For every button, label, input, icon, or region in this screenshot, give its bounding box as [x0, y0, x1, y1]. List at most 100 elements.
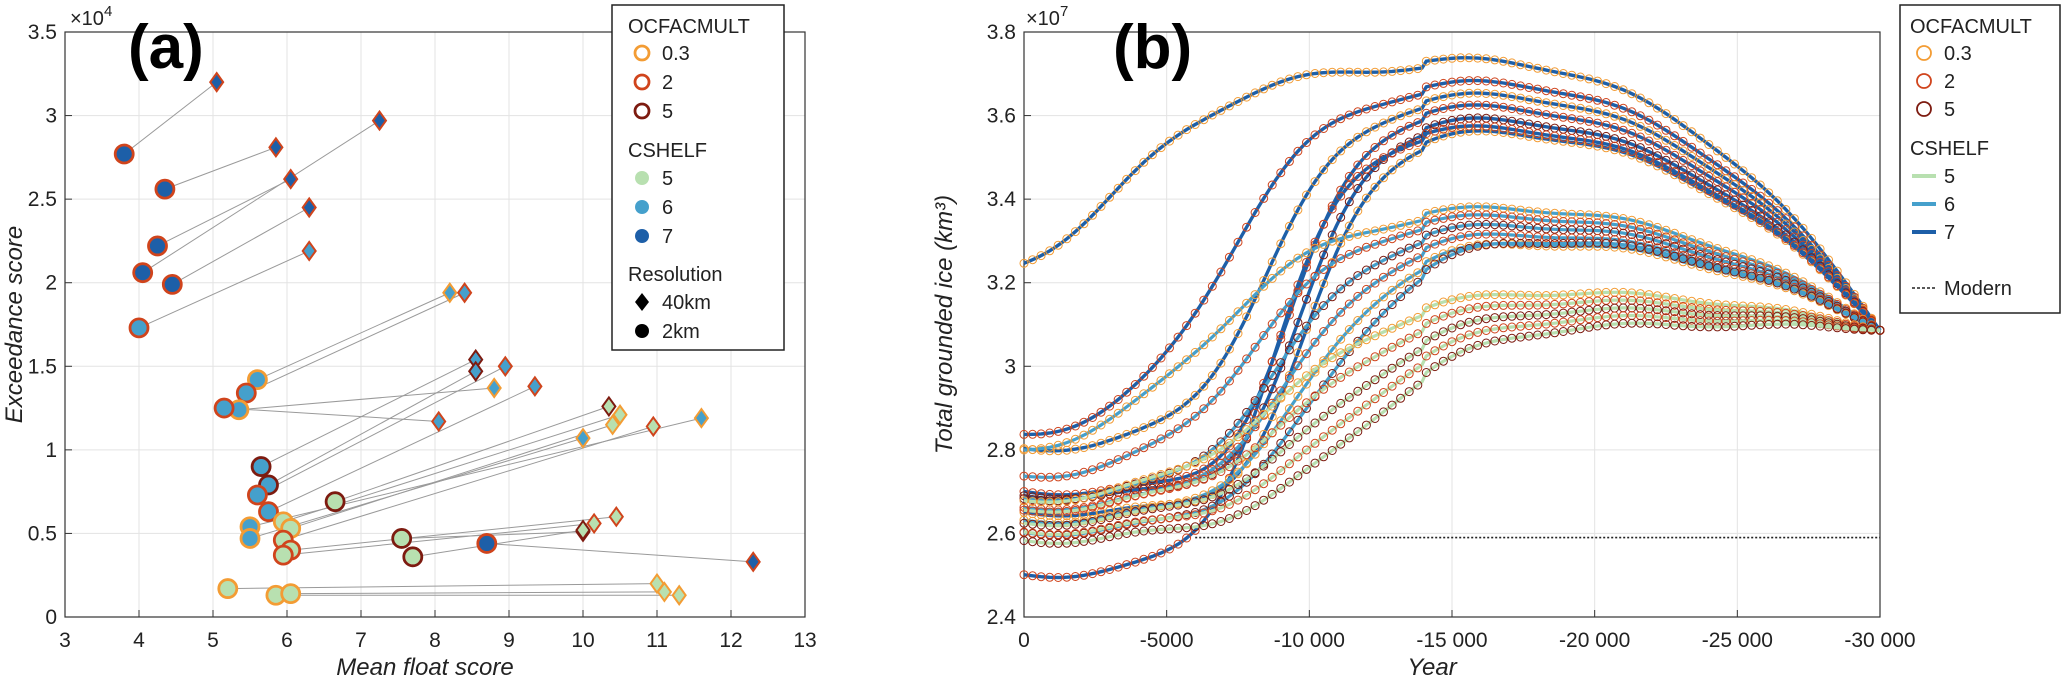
x-tick-label: -5000 — [1140, 629, 1194, 652]
series-marker — [1430, 362, 1440, 372]
series-marker — [1447, 337, 1457, 347]
series-marker — [1199, 381, 1209, 391]
series-marker — [1550, 131, 1560, 141]
series-marker — [1293, 318, 1303, 327]
series-marker — [1687, 309, 1697, 319]
y-tick-label: 0.5 — [28, 522, 57, 545]
series-marker — [1242, 474, 1252, 484]
series-marker — [1276, 447, 1286, 457]
series-marker — [1293, 391, 1303, 401]
series-marker — [1207, 449, 1217, 459]
series-marker — [1259, 331, 1269, 340]
marker-40km-diamond — [268, 136, 284, 159]
series-marker — [1456, 293, 1466, 303]
legend-cshelf-label: 7 — [662, 226, 673, 248]
series-marker — [1789, 240, 1799, 250]
series-marker — [1293, 378, 1303, 388]
series-marker — [1695, 297, 1705, 307]
series-marker — [1327, 155, 1337, 165]
series-marker — [1113, 530, 1123, 540]
series-marker — [1644, 153, 1654, 163]
series-line — [1023, 91, 1882, 453]
series-marker — [1550, 328, 1560, 338]
series-marker — [1079, 536, 1089, 546]
series-marker — [1045, 529, 1055, 539]
series-marker — [1678, 301, 1688, 311]
line-plot-svg: 0 -5000 -10 000 -15 000 -20 000 -25 000 -30 00… — [931, 3, 2061, 677]
y-tick-label: 2.8 — [987, 439, 1016, 462]
series-marker — [1130, 380, 1140, 389]
series-marker — [1456, 347, 1466, 357]
series-marker — [1652, 236, 1662, 246]
series-marker — [1490, 122, 1500, 132]
series-marker — [1430, 80, 1440, 90]
series-marker — [1730, 321, 1739, 331]
series-marker — [1336, 348, 1346, 358]
series-marker — [1498, 300, 1508, 310]
series-marker — [1284, 385, 1294, 395]
series-marker — [1130, 395, 1140, 405]
series-marker — [1199, 115, 1209, 125]
series-marker — [1276, 77, 1286, 87]
series-marker — [1490, 324, 1500, 334]
series-marker — [1533, 291, 1543, 300]
legend-ocfac-marker — [1916, 73, 1932, 89]
series-marker — [1815, 264, 1825, 273]
series-marker — [1533, 239, 1543, 248]
series-marker — [1242, 407, 1252, 417]
series-marker — [1302, 321, 1311, 331]
y-tick-label: 3.8 — [987, 21, 1016, 44]
series-marker — [1302, 190, 1311, 200]
series-marker — [1250, 88, 1260, 98]
series-marker — [1156, 548, 1166, 558]
series-marker — [1678, 238, 1688, 248]
series-line — [1023, 103, 1882, 497]
series-marker — [1438, 225, 1448, 235]
series-marker — [1284, 156, 1294, 166]
series-marker — [1558, 299, 1568, 309]
series-marker — [1336, 212, 1346, 222]
series-marker — [1079, 504, 1089, 514]
series-marker — [1541, 98, 1551, 108]
series-marker — [1036, 429, 1046, 439]
series-marker — [1216, 444, 1226, 454]
series-marker — [1584, 93, 1594, 103]
series-marker — [1233, 329, 1243, 338]
series-marker — [1353, 386, 1363, 396]
series-marker — [1319, 279, 1329, 289]
series-marker — [1558, 290, 1568, 300]
marker-40km-diamond — [301, 196, 317, 219]
series-line — [1023, 124, 1882, 580]
series-marker — [1601, 98, 1611, 107]
series-marker — [1096, 515, 1106, 525]
series-marker — [1147, 525, 1157, 535]
series-marker — [1062, 538, 1072, 548]
series-marker — [1379, 136, 1388, 146]
series-marker — [1584, 136, 1594, 146]
marker-2km-circle — [132, 262, 154, 284]
series-marker — [1122, 387, 1132, 397]
series-marker — [1088, 413, 1097, 422]
x-tick-label: 7 — [355, 629, 367, 652]
series-marker — [1430, 120, 1440, 130]
series-marker — [1421, 351, 1431, 361]
series-marker — [1276, 266, 1286, 276]
series-marker — [1652, 291, 1662, 301]
series-marker — [1147, 515, 1157, 525]
series-marker — [1498, 102, 1508, 112]
series-marker — [1122, 429, 1132, 439]
series-marker — [1105, 565, 1115, 574]
series-marker — [1558, 89, 1568, 99]
series-marker — [1036, 520, 1046, 530]
series-marker — [1678, 244, 1688, 254]
series-marker — [1259, 84, 1269, 94]
series-marker — [1259, 436, 1269, 445]
series-marker — [1832, 281, 1842, 290]
series-marker — [1610, 122, 1620, 132]
series-marker — [1464, 100, 1474, 110]
series-marker — [1695, 250, 1705, 259]
series-marker — [1695, 181, 1705, 191]
series-marker — [1652, 151, 1662, 161]
series-marker — [1481, 290, 1491, 300]
series-marker — [1139, 526, 1149, 536]
